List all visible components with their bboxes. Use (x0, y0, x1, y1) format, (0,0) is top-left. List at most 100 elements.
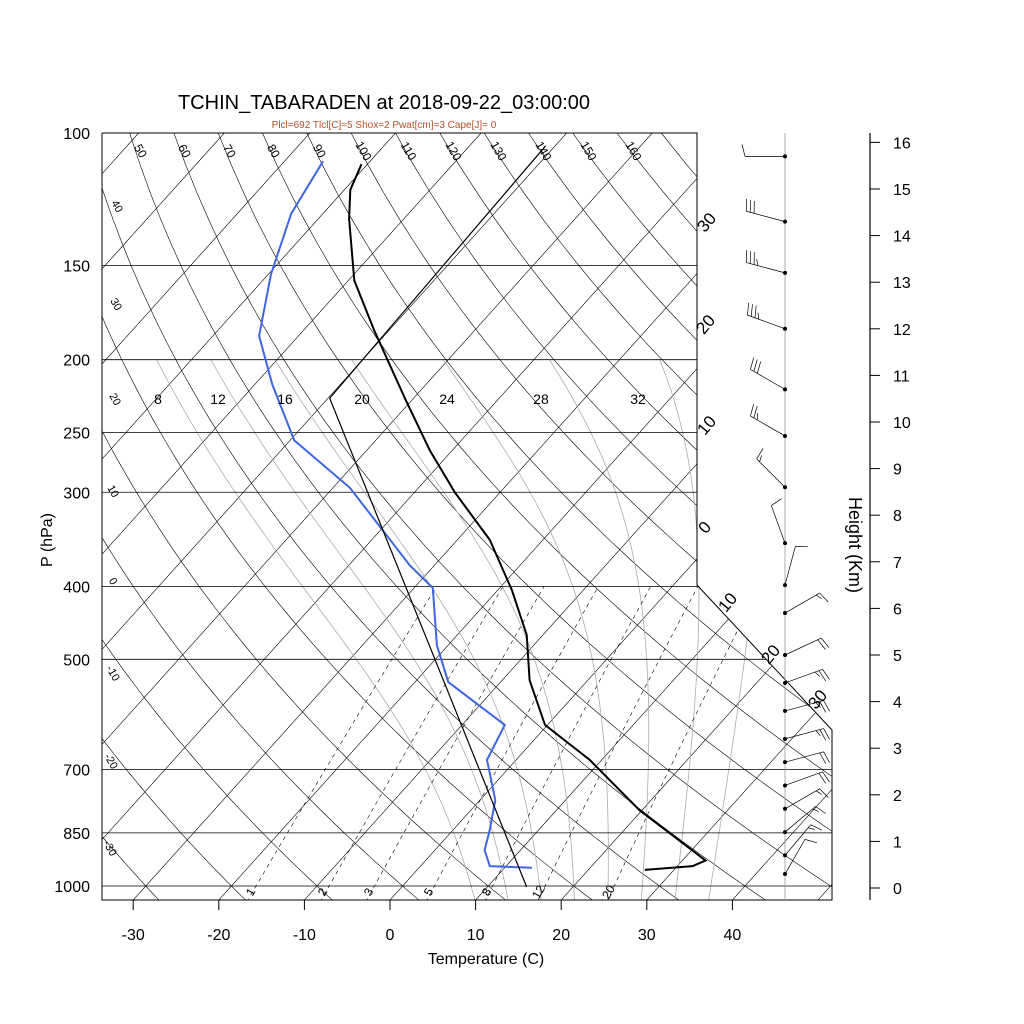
dry-adiabat-line (102, 133, 335, 900)
barb-feather (815, 790, 822, 795)
barb-feather (819, 788, 829, 798)
barb-feather (818, 670, 827, 682)
barb-dot (783, 853, 787, 858)
moist-adiabat-line (351, 359, 575, 900)
barb-feather (750, 403, 755, 417)
barb-feather (759, 455, 762, 462)
moist-adiabat-line (442, 359, 609, 900)
isotherm-line (216, 133, 832, 900)
barb-feather (819, 729, 827, 741)
wind-barb (746, 198, 787, 224)
dry-adiabat-line (262, 133, 832, 900)
dry-adiabat-line (129, 133, 769, 900)
isotherm-left-label: -10 (103, 664, 121, 684)
sounding-profiles (258, 145, 708, 888)
height-axis-label: Height (Km) (845, 497, 865, 593)
dry-adiabat-label: 150 (577, 139, 599, 164)
mixing-ratio-label: 1 (243, 885, 259, 898)
barb-dot (783, 760, 787, 765)
y-axis-label: P (hPa) (39, 513, 56, 567)
barb-feather (822, 669, 830, 680)
x-tick-label: -30 (122, 927, 145, 944)
isotherm-left-label: 40 (108, 198, 125, 215)
barb-feather (753, 405, 758, 419)
barb-feather (819, 701, 827, 713)
barb-feather (756, 448, 764, 460)
p-tick-label: 400 (63, 579, 90, 596)
isotherm-right-label: 30 (804, 686, 831, 713)
height-tick-label: 14 (893, 229, 911, 246)
plot-frame (101, 132, 880, 910)
dry-adiabat-line (749, 133, 832, 900)
dry-adiabat-line (927, 133, 1024, 902)
barb-staff (750, 415, 786, 437)
x-tick-label: 20 (552, 927, 570, 944)
wind-barb (783, 546, 808, 588)
isotherm-right-label: 20 (692, 311, 719, 338)
dry-adiabat-line (661, 133, 832, 900)
barb-staff (784, 751, 824, 763)
isotherm-line (102, 133, 396, 900)
p-tick-label: 1000 (54, 879, 90, 896)
isotherm-left-label: 30 (107, 296, 124, 313)
x-axis-label: Temperature (C) (428, 951, 544, 968)
barb-dot (783, 387, 787, 392)
dewpoint-line (258, 160, 532, 869)
isotherm-line (730, 133, 832, 900)
barb-staff (784, 700, 824, 712)
wind-barb (741, 144, 787, 159)
barb-staff (784, 806, 816, 833)
barb-feather (818, 772, 827, 784)
barb-dot (783, 830, 787, 835)
barb-dot (783, 783, 787, 788)
isotherm-line (102, 133, 139, 900)
moist-adiabat-line (210, 359, 509, 900)
dry-adiabat-line (306, 133, 832, 900)
height-tick-label: 4 (893, 695, 902, 712)
barb-feather (814, 671, 821, 677)
barb-staff (784, 637, 822, 656)
height-tick-label: 11 (893, 368, 910, 385)
p-tick-label: 300 (63, 485, 90, 502)
p-tick-label: 700 (63, 762, 90, 779)
wind-barb (783, 788, 829, 811)
barb-feather (817, 639, 826, 650)
isotherm-line (102, 133, 225, 900)
isotherm-left-label: -30 (100, 839, 118, 859)
barb-dot (783, 219, 787, 224)
moist-adiabat-label: 24 (439, 391, 455, 407)
barb-dot (783, 806, 787, 811)
isotherm-line (644, 133, 832, 900)
wind-barb (783, 839, 817, 877)
dry-adiabat-line (102, 133, 509, 900)
temperature-line (348, 163, 708, 871)
barb-staff (784, 788, 820, 810)
barb-feather (823, 700, 830, 712)
height-tick-label: 10 (893, 415, 911, 432)
p-tick-label: 200 (63, 353, 90, 370)
barb-dot (783, 485, 787, 490)
p-tick-label: 100 (63, 126, 90, 143)
moist-adiabat-line (707, 359, 762, 900)
p-tick-label: 150 (63, 259, 90, 276)
barb-dot (783, 736, 787, 741)
barb-feather (741, 144, 746, 157)
wind-barbs (741, 133, 830, 900)
barb-feather (753, 359, 758, 372)
height-tick-label: 3 (893, 741, 902, 758)
moist-adiabat-line (156, 359, 476, 900)
wind-barb (783, 637, 830, 657)
barb-dot (783, 541, 787, 546)
x-tick-label: -20 (207, 927, 230, 944)
barb-feather (804, 839, 817, 844)
dry-adiabat-line (528, 133, 832, 900)
isotherm-left-label: 10 (104, 483, 121, 500)
barb-staff (747, 314, 786, 330)
parcel-line (329, 145, 547, 888)
barb-dot (783, 433, 787, 438)
dry-adiabat-label: 70 (220, 142, 239, 161)
barb-feather (823, 751, 830, 763)
x-tick-label: -10 (293, 927, 316, 944)
dry-adiabat-label: 140 (532, 139, 554, 164)
